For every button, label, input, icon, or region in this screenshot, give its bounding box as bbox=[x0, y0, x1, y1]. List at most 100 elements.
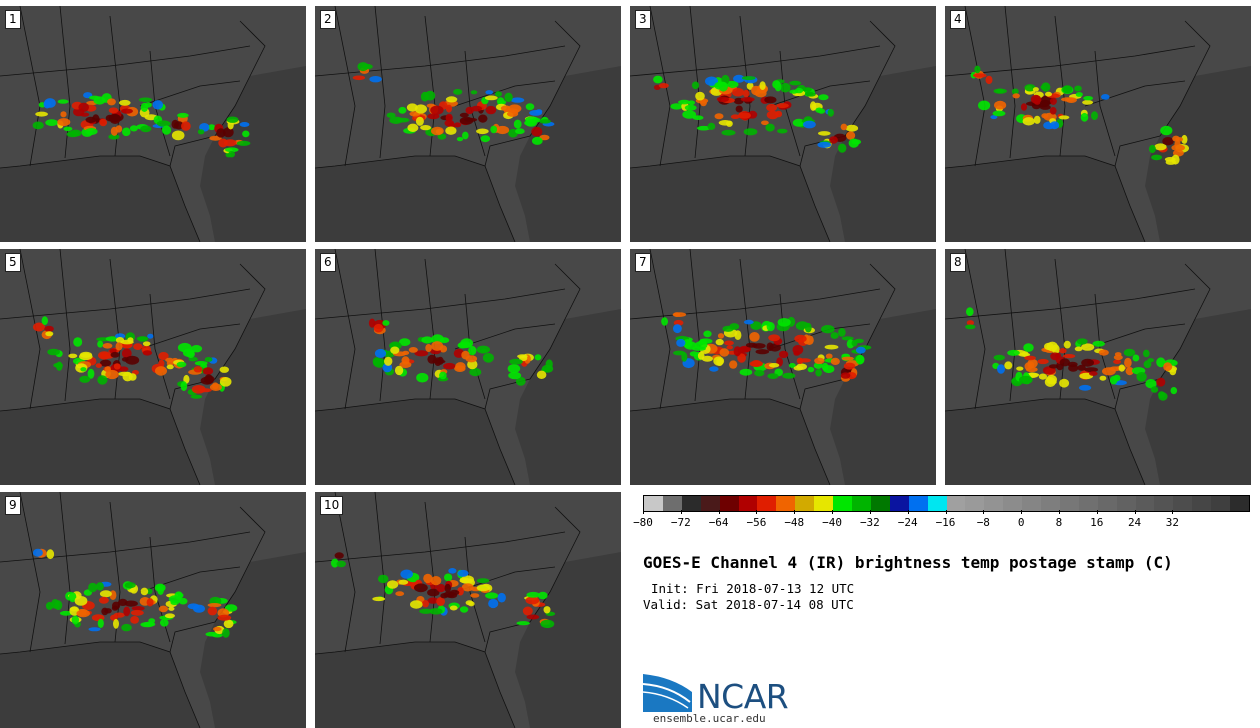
cloud-top-blob bbox=[1162, 137, 1174, 146]
cloud-top-blob bbox=[57, 99, 69, 104]
cloud-top-blob bbox=[1091, 111, 1098, 121]
cloud-top-blob bbox=[439, 337, 450, 344]
cloud-top-blob bbox=[398, 106, 407, 114]
cloud-top-blob bbox=[789, 89, 799, 94]
colorbar-tick-label: −16 bbox=[935, 516, 956, 529]
cloud-top-blob bbox=[415, 116, 424, 126]
cloud-top-blob bbox=[776, 103, 789, 109]
boundary-line bbox=[374, 6, 386, 159]
cloud-top-blob bbox=[1048, 364, 1059, 369]
cloud-top-blob bbox=[754, 89, 767, 98]
boundary-line bbox=[630, 155, 831, 242]
cloud-top-blob bbox=[815, 107, 823, 113]
cloud-top-blob bbox=[449, 605, 458, 611]
cloud-top-blob bbox=[673, 312, 681, 317]
colorbar-segment bbox=[833, 496, 852, 511]
cloud-top-blob bbox=[531, 126, 543, 137]
cloud-top-blob bbox=[1074, 346, 1083, 352]
colorbar-segment bbox=[908, 496, 928, 511]
cloud-top-blob bbox=[47, 348, 60, 356]
cloud-top-blob bbox=[818, 131, 831, 136]
boundary-line bbox=[334, 249, 356, 410]
cloud-top-blob bbox=[843, 362, 856, 370]
cloud-top-blob bbox=[713, 356, 725, 366]
cloud-top-blob bbox=[537, 591, 548, 600]
cloud-top-blob bbox=[724, 340, 734, 346]
cloud-top-blob bbox=[703, 330, 712, 338]
cloud-top-blob bbox=[1181, 134, 1188, 144]
cloud-top-blob bbox=[373, 323, 384, 333]
cloud-top-blob bbox=[1081, 343, 1095, 351]
cloud-top-blob bbox=[751, 360, 762, 367]
cloud-top-blob bbox=[508, 371, 522, 380]
cloud-top-blob bbox=[1089, 371, 1098, 376]
cloud-top-blob bbox=[807, 366, 815, 373]
cloud-top-blob bbox=[470, 90, 478, 95]
boundary-line bbox=[334, 492, 356, 653]
cloud-top-blob bbox=[993, 354, 1005, 361]
cloud-top-blob bbox=[510, 97, 525, 103]
cloud-top-blob bbox=[180, 381, 188, 392]
cloud-top-blob bbox=[840, 123, 848, 131]
cloud-top-blob bbox=[777, 128, 788, 134]
colorbar-segment bbox=[738, 496, 758, 511]
cloud-top-blob bbox=[168, 606, 175, 611]
boundary-line bbox=[0, 641, 201, 728]
cloud-top-blob bbox=[115, 337, 125, 344]
boundary-line bbox=[149, 293, 171, 400]
cloud-top-blob bbox=[394, 365, 404, 376]
cloud-top-blob bbox=[177, 112, 189, 118]
cloud-top-blob bbox=[1023, 343, 1034, 352]
cloud-top-blob bbox=[166, 364, 174, 370]
cloud-top-blob bbox=[445, 126, 457, 135]
colorbar-tick-label: 0 bbox=[1017, 516, 1025, 529]
cloud-top-blob bbox=[88, 627, 101, 632]
cloud-top-blob bbox=[525, 596, 540, 605]
cloud-top-blob bbox=[682, 339, 693, 349]
cloud-top-blob bbox=[427, 588, 440, 597]
cloud-top-blob bbox=[774, 81, 782, 92]
cloud-top-blob bbox=[400, 569, 413, 579]
cloud-top-blob bbox=[985, 75, 993, 85]
cloud-top-blob bbox=[399, 338, 411, 346]
cloud-top-blob bbox=[76, 609, 90, 618]
cloud-top-blob bbox=[432, 359, 446, 364]
boundary-line bbox=[649, 249, 671, 410]
boundary-line bbox=[945, 45, 1196, 77]
colorbar-segment bbox=[1192, 496, 1212, 511]
cloud-top-blob bbox=[207, 603, 222, 608]
cloud-top-blob bbox=[750, 321, 762, 330]
cloud-top-blob bbox=[110, 126, 118, 136]
cloud-top-blob bbox=[525, 103, 535, 111]
boundary-line bbox=[315, 398, 516, 485]
cloud-top-blob bbox=[721, 129, 736, 136]
colorbar-segment bbox=[700, 496, 720, 511]
cloud-top-blob bbox=[79, 375, 91, 383]
cloud-top-blob bbox=[815, 369, 822, 377]
cloud-top-blob bbox=[96, 582, 104, 591]
cloud-top-blob bbox=[127, 337, 134, 343]
cloud-top-blob bbox=[1059, 348, 1067, 354]
cloud-top-blob bbox=[495, 91, 502, 97]
cloud-top-blob bbox=[74, 596, 88, 606]
member-number: 8 bbox=[950, 253, 966, 272]
cloud-top-blob bbox=[176, 361, 187, 368]
colorbar-segment bbox=[1097, 496, 1117, 511]
cloud-top-blob bbox=[534, 354, 542, 361]
cloud-top-blob bbox=[759, 81, 766, 90]
cloud-top-blob bbox=[1076, 338, 1088, 345]
cloud-top-blob bbox=[204, 357, 213, 362]
boundary-line bbox=[1054, 15, 1066, 157]
cloud-top-blob bbox=[851, 339, 858, 347]
colorbar-tick-label: −72 bbox=[670, 516, 691, 529]
cloud-top-blob bbox=[743, 319, 754, 325]
cloud-top-blob bbox=[526, 614, 540, 620]
cloud-top-blob bbox=[1063, 340, 1071, 349]
cloud-top-blob bbox=[823, 365, 835, 374]
cloud-top-blob bbox=[138, 97, 153, 103]
cloud-top-blob bbox=[171, 119, 179, 129]
cloud-top-blob bbox=[993, 88, 1007, 94]
cloud-top-blob bbox=[226, 116, 239, 123]
cloud-top-blob bbox=[129, 125, 138, 132]
cloud-top-blob bbox=[726, 345, 733, 350]
